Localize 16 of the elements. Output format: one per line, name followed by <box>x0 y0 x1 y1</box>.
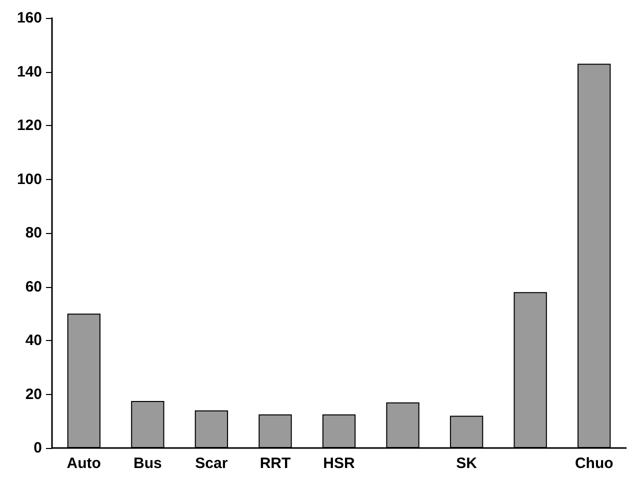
x-tick-label: Scar <box>195 455 228 472</box>
x-tick-label: HSR <box>323 455 355 472</box>
y-tick-label: 40 <box>25 332 42 349</box>
x-tick-label: Auto <box>66 455 101 472</box>
x-tick-label: RRT <box>260 455 291 472</box>
y-tick-label: 0 <box>34 440 42 456</box>
y-tick-label: 120 <box>16 117 42 134</box>
y-tick-label: 20 <box>25 386 42 403</box>
y-tick-label: 100 <box>16 170 42 188</box>
y-tick-label: 160 <box>16 10 42 26</box>
x-tick-label: SK <box>456 455 478 472</box>
y-tick-label: 60 <box>25 278 42 296</box>
y-tick-label: 140 <box>16 63 42 80</box>
y-tick-label: 80 <box>25 224 42 242</box>
x-tick-label: Chuo <box>574 455 614 472</box>
x-tick-label: Bus <box>133 455 162 472</box>
